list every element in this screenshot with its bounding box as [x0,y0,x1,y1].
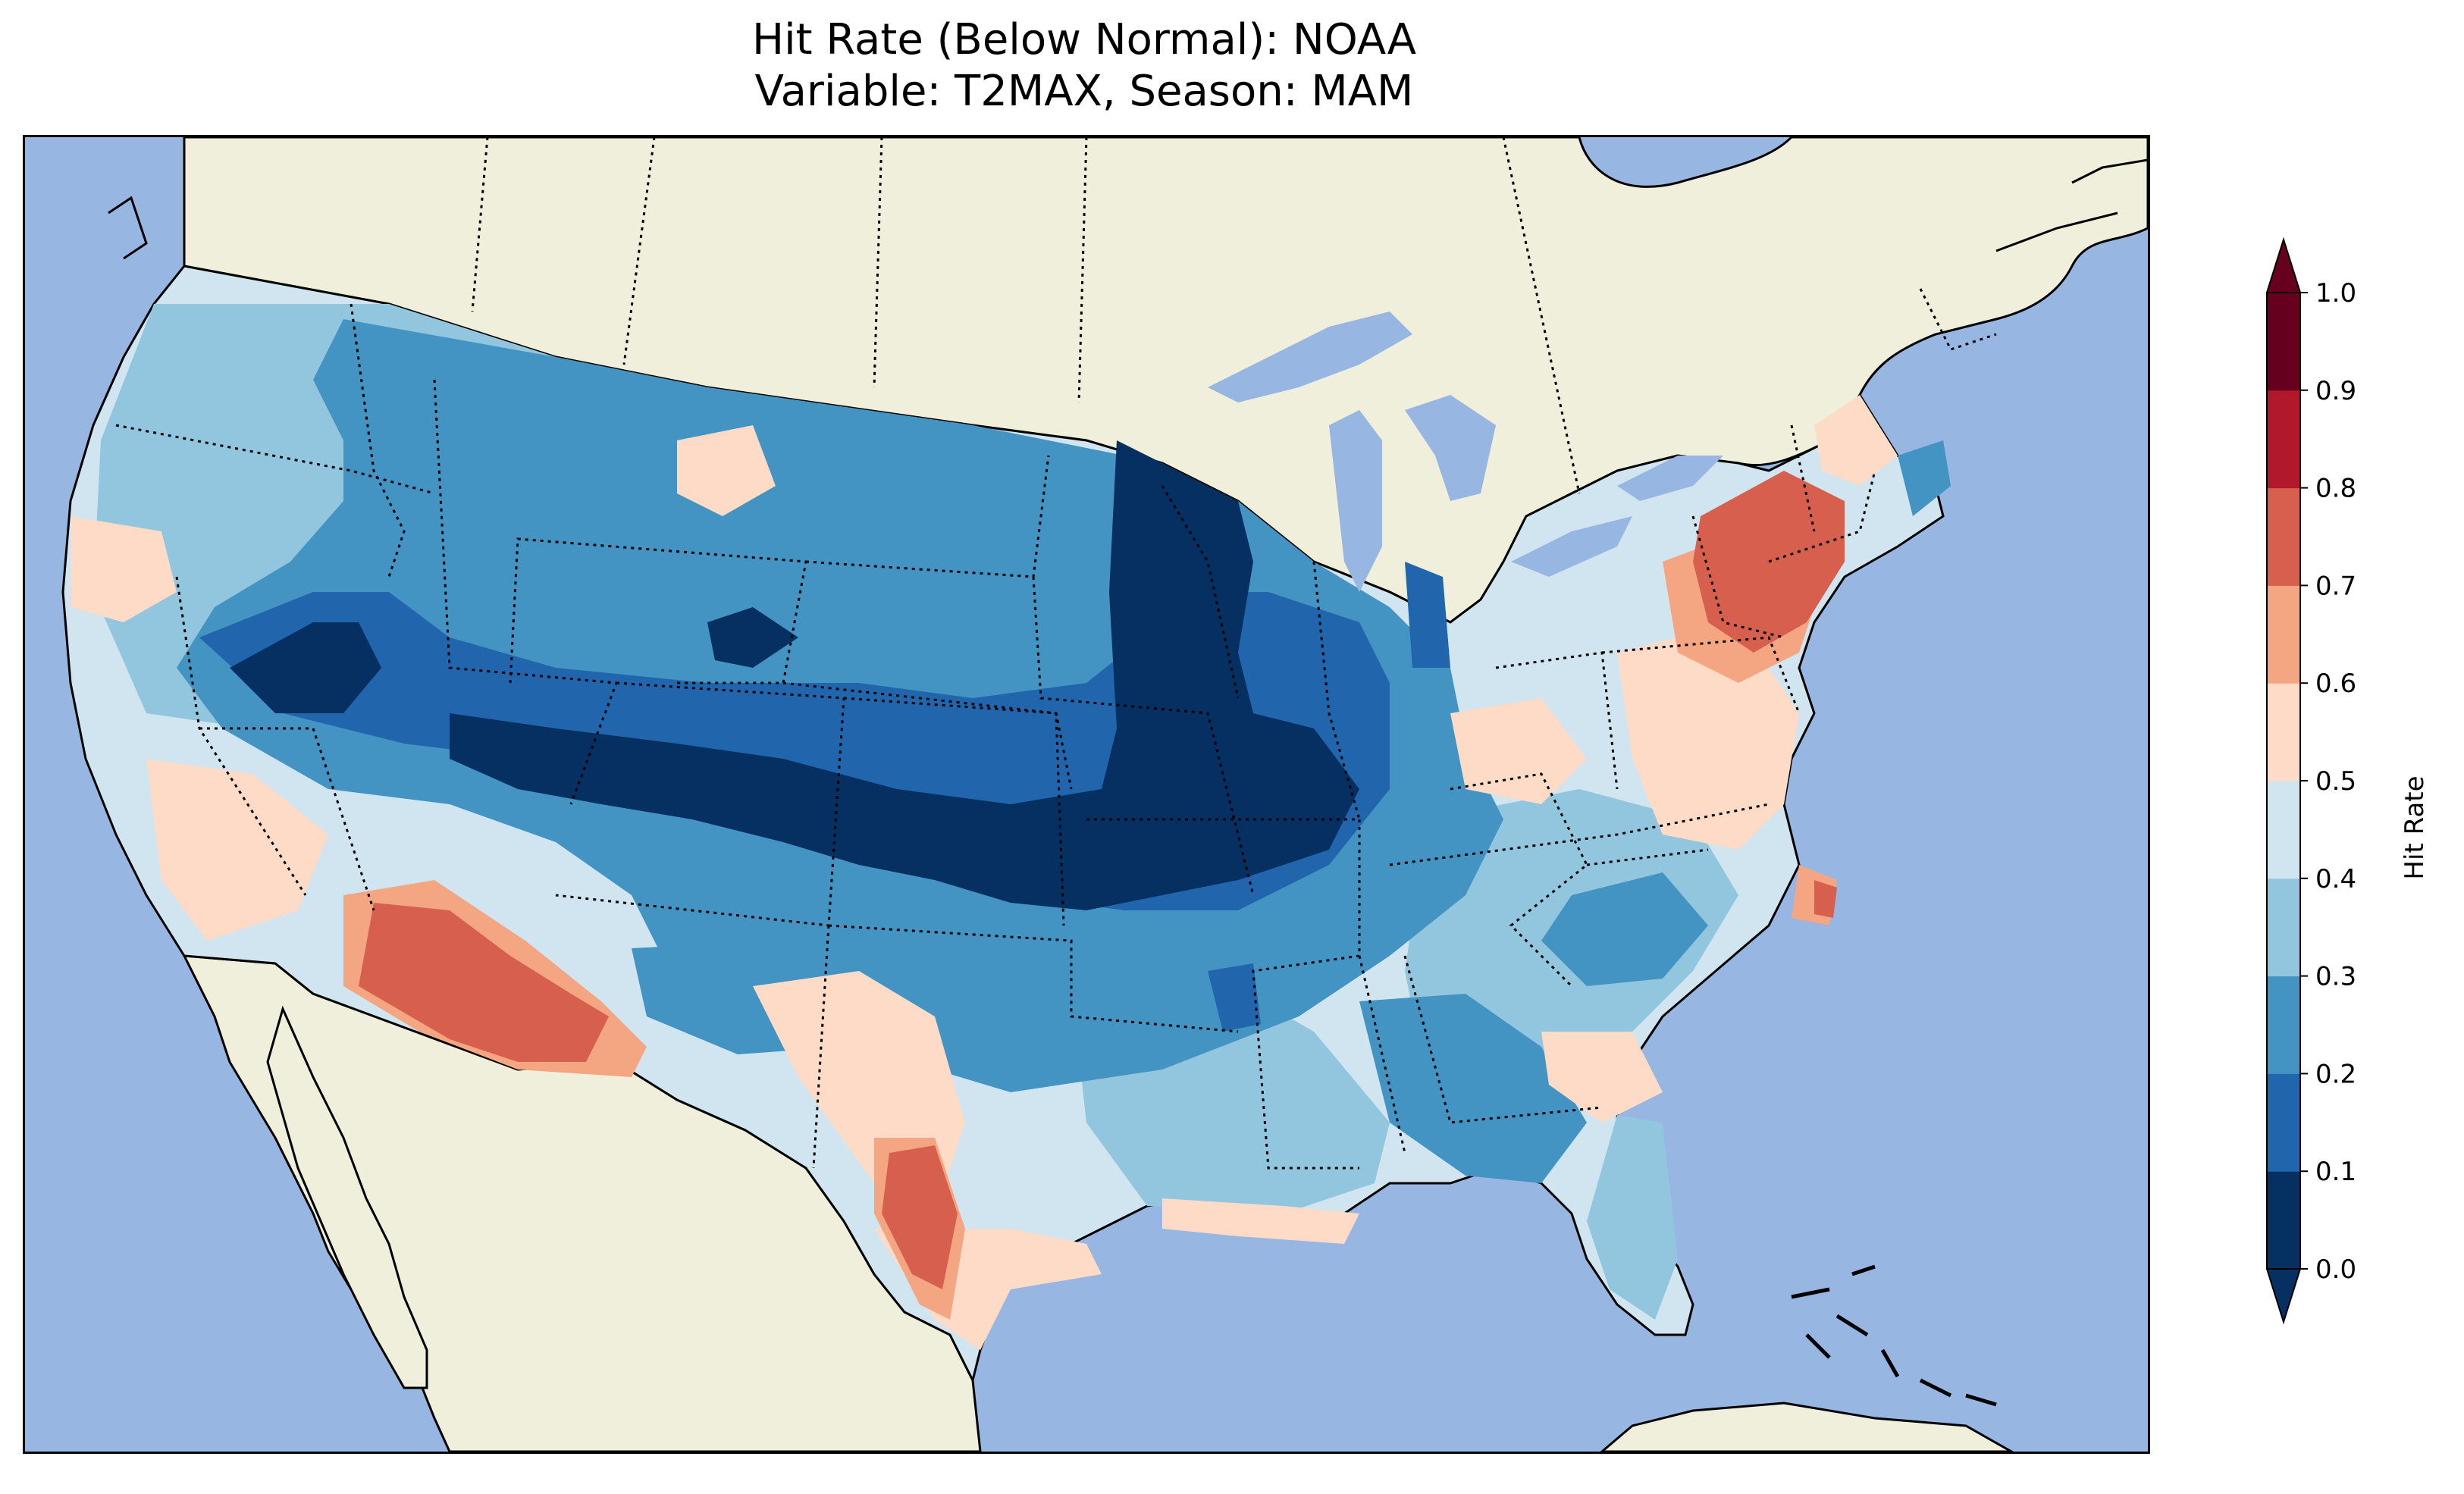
colorbar-tick-label: 0.3 [2315,962,2356,992]
coastline [108,158,2148,260]
colorbar-segment [2267,878,2300,977]
colorbar-segment [2267,585,2300,684]
colorbar: 0.0 0.1 0.2 0.3 0.4 0.5 0.6 0.7 0.8 0.9 1.0 [2265,236,2356,1325]
state-borders [115,303,1876,1170]
great-lakes [1208,312,1723,592]
colorbar-tick-label: 0.2 [2315,1059,2356,1089]
colorbar-extend-low [2265,1268,2302,1325]
colorbar-segment [2267,1171,2300,1270]
colorbar-segment [2267,487,2300,586]
colorbar-tick-label: 1.0 [2315,278,2356,309]
colorbar-segment [2267,781,2300,879]
colorbar-tick-label: 0.5 [2315,766,2356,797]
colorbar-segment [2267,976,2300,1074]
colorbar-tick-label: 0.7 [2315,571,2356,601]
colorbar-tick-label: 0.0 [2315,1254,2356,1285]
map-panel[interactable] [23,135,2150,1454]
map-title-line1: Hit Rate (Below Normal): NOAA [751,15,1417,64]
colorbar-tick-label: 0.4 [2315,864,2356,894]
colorbar-tick-label: 0.1 [2315,1157,2356,1187]
colorbar-segment [2267,390,2300,489]
baja-land [266,1005,428,1389]
colorbar-segment [2267,683,2300,781]
colorbar-segment [2267,1073,2300,1172]
colorbar-extend-high [2265,236,2302,293]
colorbar-tick-label: 0.8 [2315,474,2356,504]
canada-borders [471,137,1997,494]
colorbar-label: Hit Rate [2400,775,2430,880]
cuba-land [1600,1402,2014,1452]
map-title-line2: Variable: T2MAX, Season: MAM [754,67,1414,116]
colorbar-tick-label: 0.9 [2315,376,2356,406]
colorbar-tick-label: 0.6 [2315,669,2356,699]
bahamas-islands [1791,1264,1997,1407]
colorbar-segment [2267,293,2300,391]
